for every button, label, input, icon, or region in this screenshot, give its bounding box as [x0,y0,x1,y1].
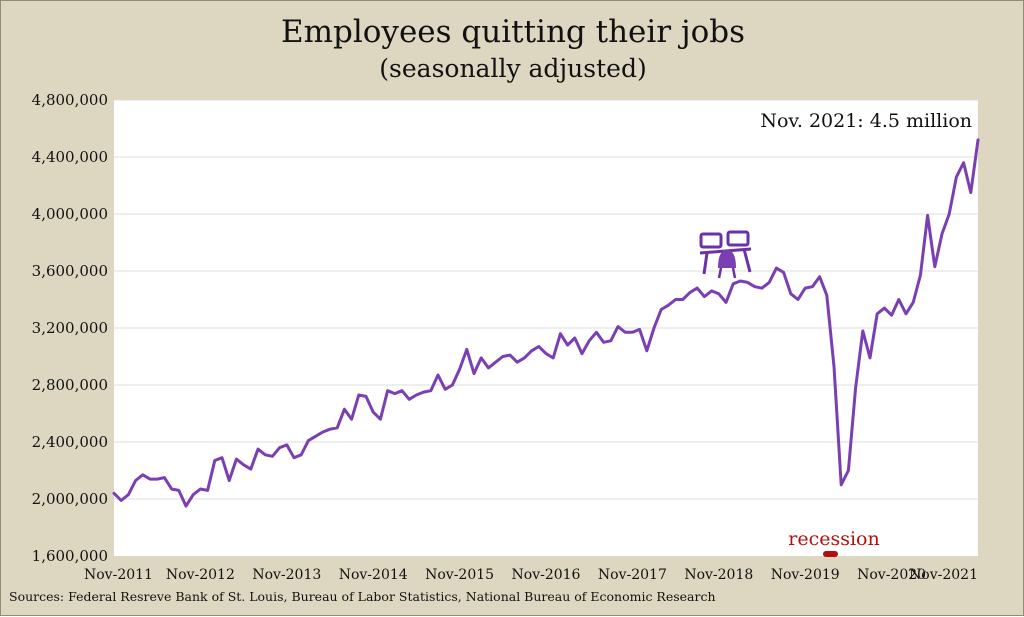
x-tick-label: Nov-2017 [598,567,667,583]
x-tick-label: Nov-2021 [909,567,978,583]
x-tick-label: Nov-2019 [771,567,840,583]
x-axis: Nov-2011 Nov-2012 Nov-2013 Nov-2014 Nov-2015… [84,567,978,583]
y-tick-label: 3,200,000 [32,319,108,337]
y-tick-label: 2,000,000 [32,490,108,508]
x-tick-label: Nov-2015 [425,567,494,583]
y-axis: 1,600,000 2,000,000 2,400,000 2,800,000 3,20… [32,91,108,565]
x-tick-label: Nov-2016 [512,567,581,583]
y-tick-label: 1,600,000 [32,547,108,565]
chart-subtitle: (seasonally adjusted) [379,54,646,83]
chart-title: Employees quitting their jobs [281,14,745,50]
y-tick-label: 4,400,000 [32,148,108,166]
x-tick-label: Nov-2014 [339,567,408,583]
recession-bar [823,551,838,557]
y-tick-label: 2,800,000 [32,376,108,394]
annotation-nov-2021: Nov. 2021: 4.5 million [760,110,972,132]
x-tick-label: Nov-2020 [857,567,926,583]
source-note: Sources: Federal Resreve Bank of St. Lou… [9,589,716,604]
x-tick-label: Nov-2011 [84,567,153,583]
y-tick-label: 4,800,000 [32,91,108,109]
recession-label: recession [788,528,879,550]
y-tick-label: 2,400,000 [32,433,108,451]
y-tick-label: 3,600,000 [32,262,108,280]
x-tick-label: Nov-2012 [166,567,235,583]
x-tick-label: Nov-2013 [252,567,321,583]
x-tick-label: Nov-2018 [684,567,753,583]
gridlines [114,99,978,500]
office-desks-icon [699,230,752,279]
y-tick-label: 4,000,000 [32,205,108,223]
series-line-quits [112,138,980,508]
